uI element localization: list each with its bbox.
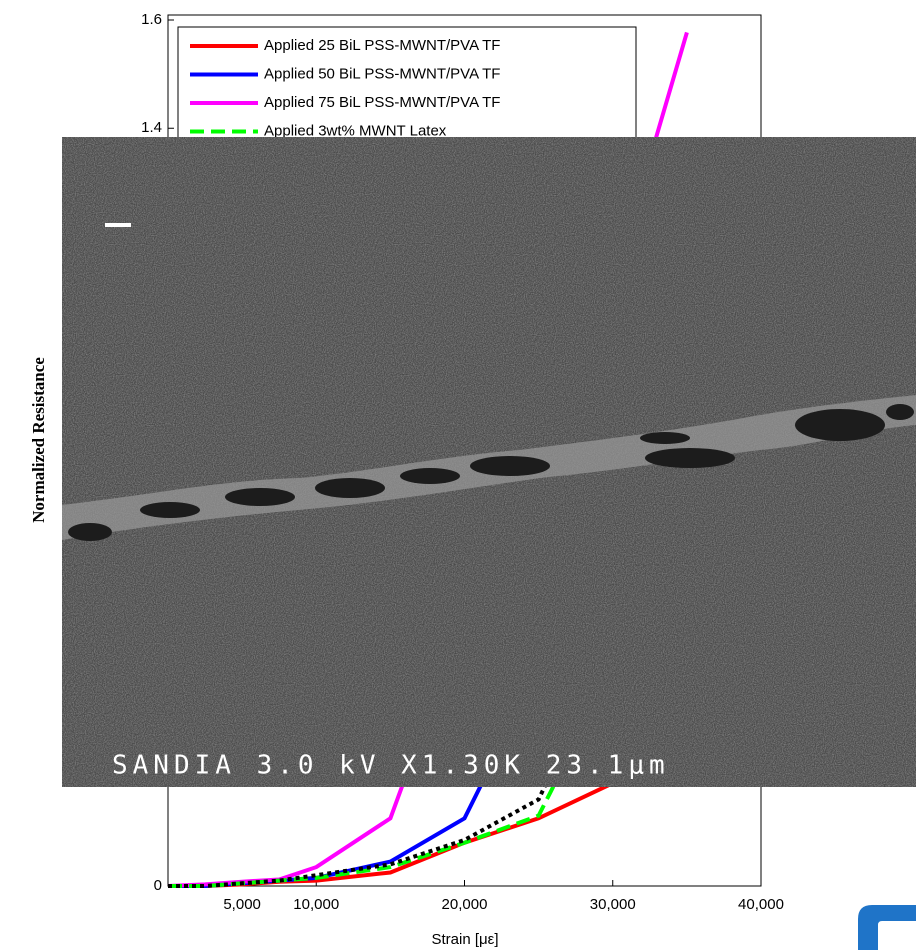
x-tick-label: 5,000 [223,896,261,913]
legend-label: Applied 75 BiL PSS-MWNT/PVA TF [264,94,500,111]
sem-caption: SANDIA 3.0 kV X1.30K 23.1μm [112,751,670,781]
x-tick-label: 20,000 [442,896,488,913]
sem-image: SANDIA 3.0 kV X1.30K 23.1μm [62,137,916,787]
logo [858,905,916,950]
x-axis-label: Strain [με] [431,931,498,948]
x-tick-label: 30,000 [590,896,636,913]
legend-label: Applied 50 BiL PSS-MWNT/PVA TF [264,65,500,82]
y-tick-label: 1.4 [141,119,162,136]
y-tick-label: 0 [154,877,162,894]
legend-label: Applied 3wt% MWNT Latex [264,122,447,139]
x-tick-label: 10,000 [293,896,339,913]
chart: 00.20.40.60.811.21.41.65,00010,00020,000… [0,0,916,950]
legend-label: Applied 25 BiL PSS-MWNT/PVA TF [264,37,500,54]
y-axis-label: Normalized Resistance [29,357,48,523]
page: {"chart_data": {"type": "line", "xlabel"… [0,0,916,950]
sem-scale-mark [105,223,131,227]
x-tick-label: 40,000 [738,896,784,913]
y-tick-label: 1.6 [141,11,162,28]
